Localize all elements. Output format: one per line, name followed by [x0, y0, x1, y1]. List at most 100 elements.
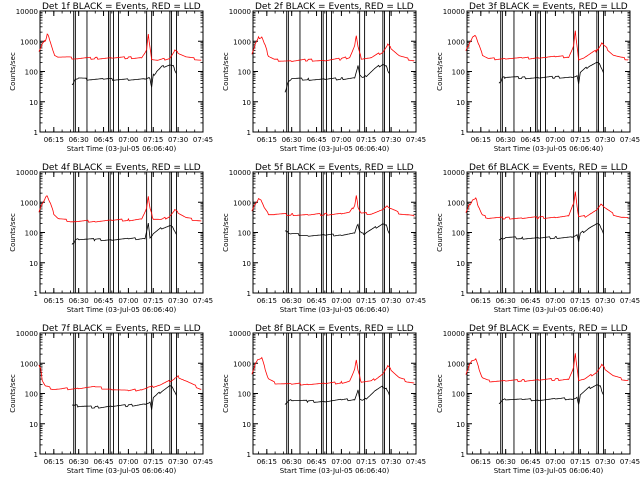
y-tick-label: 10000 [16, 169, 38, 177]
detector-panel: Det 4f BLACK = Events, RED = LLD 1 10 100 10… [9, 163, 213, 314]
detector-panel: Det 6f BLACK = Events, RED = LLD 1 10 100 10… [436, 163, 640, 314]
y-tick-label: 100 [452, 69, 465, 77]
x-tick-label: 06:30 [496, 136, 516, 144]
x-tick-label: 07:15 [143, 458, 163, 466]
y-tick-label: 1000 [20, 199, 38, 207]
events-series-line [498, 61, 604, 85]
x-tick-label: 06:45 [520, 136, 540, 144]
x-tick-label: 06:15 [471, 458, 491, 466]
x-axis-label: Start Time (03-Jul-05 06:06:40) [280, 306, 390, 314]
plot-frame [252, 332, 417, 455]
y-tick-label: 100 [25, 391, 38, 399]
y-tick-label: 100 [452, 230, 465, 238]
lld-series-line [251, 195, 415, 217]
x-tick-label: 07:45 [406, 458, 426, 466]
x-tick-label: 06:45 [93, 136, 113, 144]
lld-series-line [38, 195, 202, 223]
lld-series-line [465, 191, 629, 220]
x-axis-label: Start Time (03-Jul-05 06:06:40) [67, 467, 177, 475]
y-tick-label: 1 [34, 129, 38, 137]
y-axis-label: Counts/sec [9, 213, 17, 252]
events-series-line [71, 384, 177, 410]
detector-panel: Det 7f BLACK = Events, RED = LLD 1 10 100 10… [9, 324, 213, 475]
x-tick-label: 07:45 [406, 136, 426, 144]
y-tick-label: 1 [461, 451, 465, 459]
panel-title: Det 4f BLACK = Events, RED = LLD [42, 163, 201, 173]
plot-frame [39, 171, 204, 294]
detector-panel: Det 3f BLACK = Events, RED = LLD 1 10 100 10… [436, 2, 640, 153]
y-tick-label: 10 [242, 260, 251, 268]
y-tick-label: 1 [34, 290, 38, 298]
y-axis-label: Counts/sec [222, 52, 230, 91]
events-series-line [284, 385, 390, 405]
y-tick-label: 100 [238, 230, 251, 238]
detector-panel: Det 2f BLACK = Events, RED = LLD 1 10 100 10… [222, 2, 426, 153]
y-tick-label: 100 [25, 69, 38, 77]
y-tick-label: 10000 [229, 8, 251, 16]
x-tick-label: 06:30 [496, 458, 516, 466]
x-tick-label: 06:30 [282, 458, 302, 466]
plot-frame [466, 332, 631, 455]
detector-panel: Det 9f BLACK = Events, RED = LLD 1 10 100 10… [436, 324, 640, 475]
x-tick-label: 07:30 [168, 297, 188, 305]
plot-frame [466, 171, 631, 294]
x-tick-label: 07:00 [331, 297, 351, 305]
y-tick-label: 1 [34, 451, 38, 459]
panel-title: Det 9f BLACK = Events, RED = LLD [469, 324, 628, 334]
x-tick-label: 06:45 [306, 136, 326, 144]
lld-series-line [251, 35, 415, 62]
events-series-line [498, 223, 604, 242]
y-tick-label: 10 [242, 421, 251, 429]
x-tick-label: 06:45 [93, 458, 113, 466]
y-tick-label: 100 [238, 69, 251, 77]
x-axis-label: Start Time (03-Jul-05 06:06:40) [494, 306, 604, 314]
y-tick-label: 100 [452, 391, 465, 399]
y-axis-label: Counts/sec [436, 52, 444, 91]
y-tick-label: 1 [461, 290, 465, 298]
y-axis-label: Counts/sec [222, 374, 230, 413]
x-tick-label: 07:15 [356, 136, 376, 144]
x-axis-label: Start Time (03-Jul-05 06:06:40) [280, 467, 390, 475]
lld-series-line [251, 356, 415, 386]
x-tick-label: 06:45 [93, 297, 113, 305]
x-tick-label: 06:45 [306, 297, 326, 305]
lld-series-line [465, 353, 629, 383]
x-tick-label: 07:45 [193, 458, 213, 466]
panel-title: Det 5f BLACK = Events, RED = LLD [255, 163, 414, 173]
plot-frame [466, 10, 631, 133]
y-tick-label: 10 [456, 99, 465, 107]
x-tick-label: 07:00 [331, 458, 351, 466]
x-tick-label: 07:15 [356, 297, 376, 305]
plot-frame [39, 10, 204, 133]
panel-title: Det 8f BLACK = Events, RED = LLD [255, 324, 414, 334]
x-tick-label: 07:30 [381, 297, 401, 305]
y-tick-label: 100 [25, 230, 38, 238]
x-tick-label: 06:15 [257, 136, 277, 144]
y-tick-label: 1000 [233, 199, 251, 207]
x-tick-label: 07:30 [595, 458, 615, 466]
x-tick-label: 07:45 [193, 136, 213, 144]
x-tick-label: 07:30 [595, 297, 615, 305]
x-tick-label: 06:15 [44, 297, 64, 305]
x-tick-label: 06:15 [257, 458, 277, 466]
detector-panel: Det 8f BLACK = Events, RED = LLD 1 10 100 10… [222, 324, 426, 475]
x-tick-label: 07:00 [118, 297, 138, 305]
y-tick-label: 1 [247, 451, 251, 459]
y-tick-label: 1 [247, 290, 251, 298]
y-tick-label: 1 [247, 129, 251, 137]
y-tick-label: 10000 [443, 8, 465, 16]
events-series-line [71, 223, 177, 245]
x-tick-label: 07:30 [595, 136, 615, 144]
y-tick-label: 1000 [233, 38, 251, 46]
y-tick-label: 10000 [229, 330, 251, 338]
x-tick-label: 07:30 [168, 136, 188, 144]
x-tick-label: 07:30 [381, 458, 401, 466]
x-tick-label: 07:45 [620, 297, 640, 305]
x-tick-label: 07:45 [620, 458, 640, 466]
y-tick-label: 10 [29, 260, 38, 268]
x-tick-label: 07:30 [168, 458, 188, 466]
x-tick-label: 06:15 [44, 136, 64, 144]
x-tick-label: 07:00 [118, 458, 138, 466]
events-series-line [284, 223, 390, 237]
